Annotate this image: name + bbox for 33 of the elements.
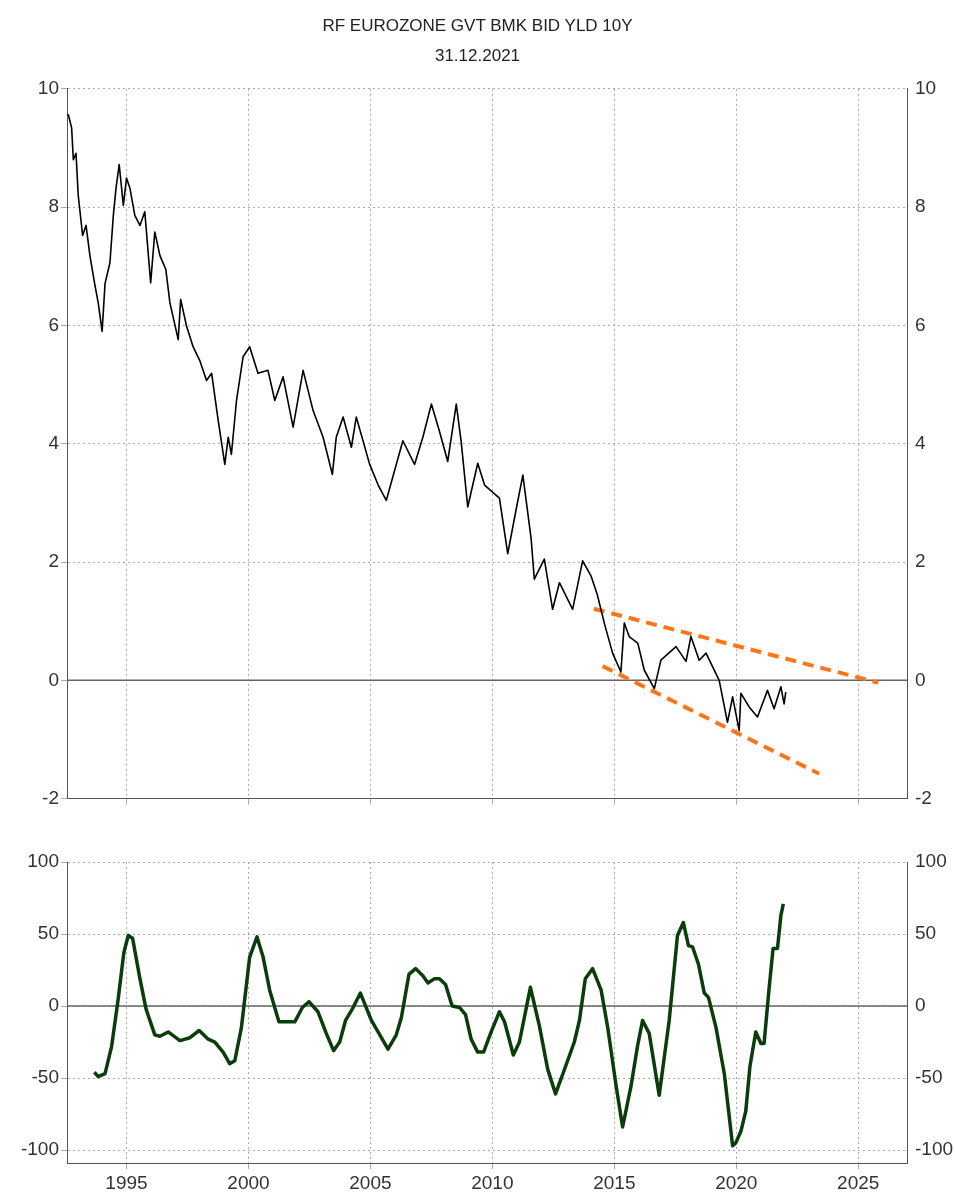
y2-tick-label: 10 [915, 77, 937, 99]
y-tick-label: 4 [48, 431, 60, 453]
y2-tick-label: 4 [915, 431, 926, 453]
y-tick-label: 2 [48, 550, 59, 572]
y2-tick-label: -100 [915, 1138, 954, 1160]
y-tick-label: -50 [31, 1066, 59, 1088]
y2-tick-label: 0 [915, 994, 926, 1016]
chart-subtitle: 31.12.2021 [434, 46, 521, 66]
y-tick-label: 10 [37, 77, 59, 99]
y2-tick-label: 6 [915, 313, 926, 335]
y-tick-label: -100 [20, 1138, 59, 1160]
y-tick-label: -2 [42, 786, 59, 808]
y-tick-label: 8 [48, 195, 59, 217]
y2-tick-label: 2 [915, 550, 926, 572]
y-tick-label: 0 [48, 668, 59, 690]
x-tick-label: 2000 [227, 1171, 270, 1193]
y2-tick-label: 0 [915, 668, 926, 690]
y2-tick-label: 8 [915, 195, 926, 217]
y-tick-label: 0 [48, 994, 59, 1016]
x-tick-label: 2010 [471, 1171, 514, 1193]
x-tick-label: 1995 [105, 1171, 148, 1193]
y-tick-label: 50 [37, 922, 59, 944]
y2-tick-label: 50 [915, 922, 937, 944]
y-tick-label: 100 [27, 850, 59, 872]
y-tick-label: 6 [48, 313, 59, 335]
chart-title: RF EUROZONE GVT BMK BID YLD 10Y [322, 15, 633, 35]
x-tick-label: 2015 [593, 1171, 636, 1193]
y2-tick-label: 100 [915, 850, 947, 872]
y2-tick-label: -2 [915, 786, 932, 808]
y2-tick-label: -50 [915, 1066, 943, 1088]
x-tick-label: 2025 [837, 1171, 880, 1193]
x-tick-label: 2020 [715, 1171, 758, 1193]
x-tick-label: 2005 [349, 1171, 392, 1193]
